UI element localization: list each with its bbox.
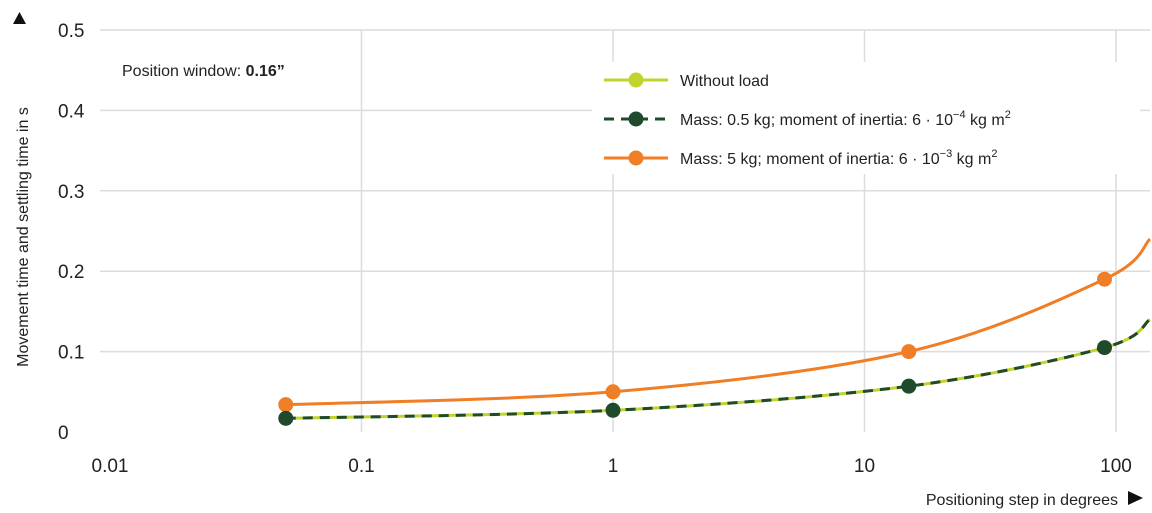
point-s1-2 <box>901 378 917 394</box>
point-s2-2 <box>901 344 917 360</box>
x-tick-label-2: 1 <box>608 456 619 477</box>
series-group <box>285 237 1152 420</box>
legend-marker-2 <box>628 150 644 166</box>
legend-marker-0 <box>628 72 644 88</box>
legend-box <box>592 62 1140 174</box>
annotation: Position window: 0.16” <box>122 63 285 80</box>
legend-marker-1 <box>628 111 644 127</box>
annotation-value: 0.16” <box>246 63 285 80</box>
y-axis-title: Movement time and settling time in s <box>15 107 32 367</box>
x-axis-arrow-icon <box>1128 491 1143 505</box>
point-s1-1 <box>605 402 621 418</box>
legend-label-1: Mass: 0.5 kg; moment of inertia: 6 · 10−… <box>680 109 1011 129</box>
point-s1-3 <box>1096 340 1112 356</box>
y-tick-label-1: 0.1 <box>58 343 84 364</box>
markers-group <box>278 271 1112 426</box>
y-tick-label-0: 0 <box>58 423 69 444</box>
point-s2-3 <box>1096 271 1112 287</box>
x-axis-title: Positioning step in degrees <box>926 492 1118 509</box>
annotation-box <box>108 45 358 95</box>
x-tick-label-1: 0.1 <box>348 456 374 477</box>
x-tick-label-0: 0.01 <box>92 456 129 477</box>
series-line-1 <box>285 318 1151 420</box>
point-s2-1 <box>605 384 621 400</box>
x-tick-labels: 0.01 0.1 1 10 100 <box>92 456 1132 477</box>
x-tick-label-3: 10 <box>854 456 875 477</box>
legend-label-0: Without load <box>680 73 769 90</box>
y-tick-label-3: 0.3 <box>58 182 84 203</box>
annotation-prefix: Position window: <box>122 63 246 80</box>
y-tick-label-5: 0.5 <box>58 21 84 42</box>
y-tick-labels: 0 0.1 0.2 0.3 0.4 0.5 <box>58 21 85 444</box>
y-tick-label-2: 0.2 <box>58 262 84 283</box>
point-s2-0 <box>278 397 294 413</box>
series-line-2 <box>285 237 1152 407</box>
legend: Without load Mass: 0.5 kg; moment of iner… <box>592 62 1140 174</box>
point-s1-0 <box>278 410 294 426</box>
y-tick-label-4: 0.4 <box>58 101 85 122</box>
x-tick-label-4: 100 <box>1100 456 1132 477</box>
legend-label-2: Mass: 5 kg; moment of inertia: 6 · 10−3 … <box>680 148 997 168</box>
grid <box>100 29 1150 432</box>
y-axis-arrow-icon <box>13 12 26 24</box>
